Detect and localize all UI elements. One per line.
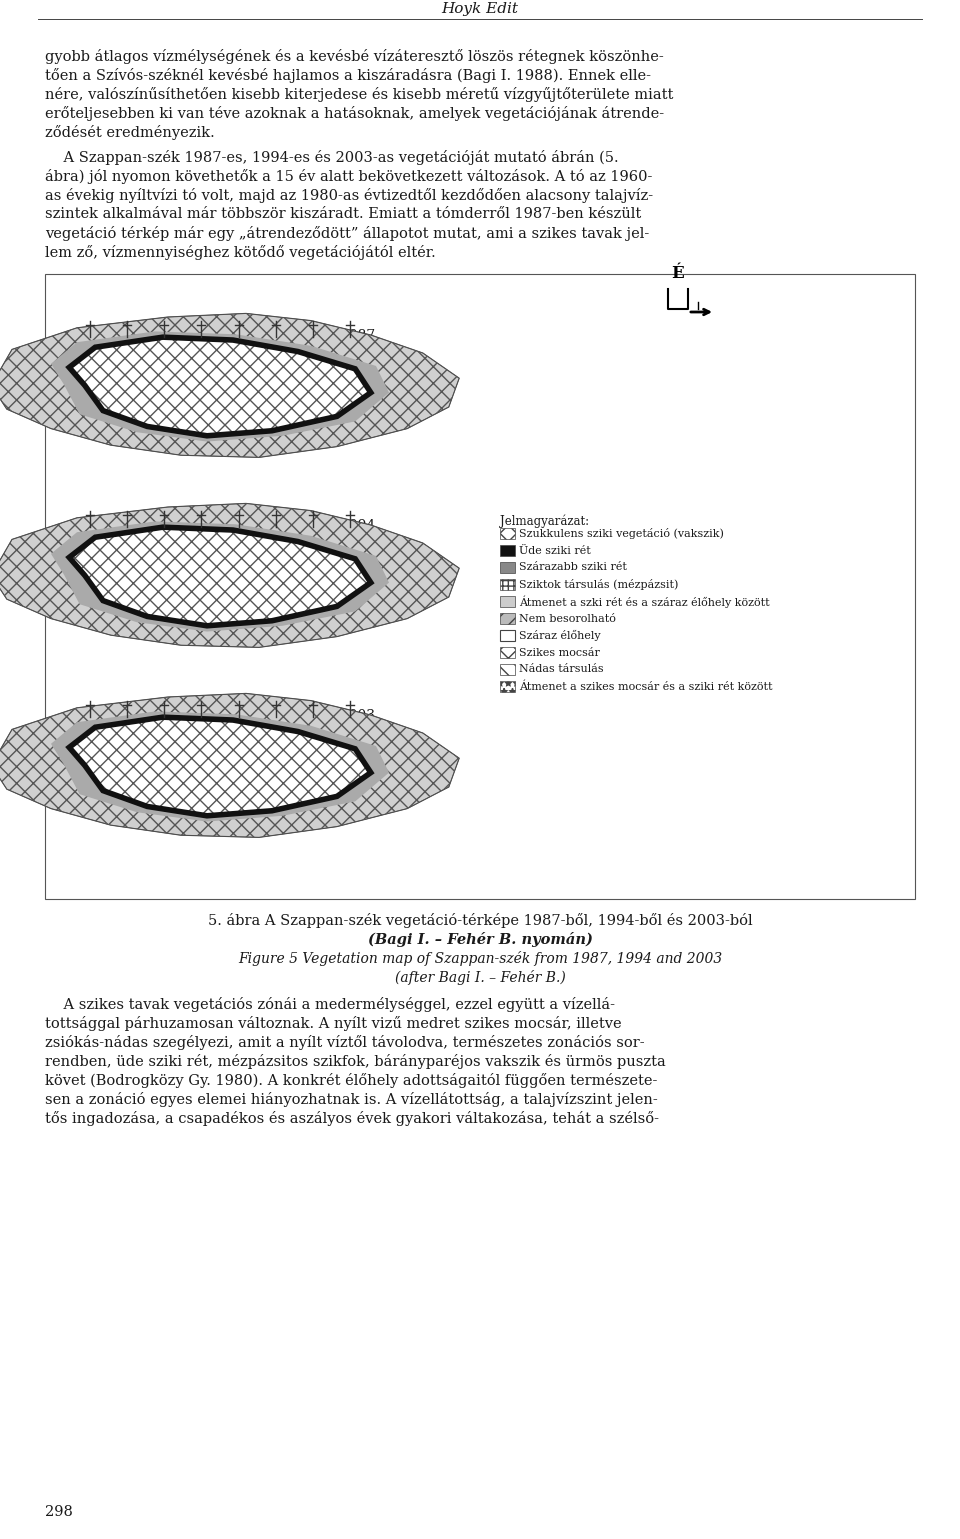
Text: Szukkulens sziki vegetáció (vakszik): Szukkulens sziki vegetáció (vakszik)	[519, 528, 724, 539]
Bar	[500, 562, 515, 573]
Polygon shape	[51, 711, 389, 822]
Polygon shape	[69, 528, 371, 626]
Bar	[500, 528, 515, 539]
Polygon shape	[51, 522, 389, 631]
Text: Figure 5 Vegetation map of Szappan-szék from 1987, 1994 and 2003: Figure 5 Vegetation map of Szappan-szék …	[238, 951, 722, 966]
Text: tően a Szívós-széknél kevésbé hajlamos a kiszáradásra (Bagi I. 1988). Ennek elle: tően a Szívós-széknél kevésbé hajlamos a…	[45, 68, 651, 83]
Bar	[500, 545, 515, 556]
Polygon shape	[69, 717, 371, 816]
Text: gyobb átlagos vízmélységének és a kevésbé vízáteresztő löszös rétegnek köszönhe-: gyobb átlagos vízmélységének és a kevésb…	[45, 49, 663, 65]
Text: tős ingadozása, a csapadékos és aszályos évek gyakori váltakozása, tehát a széls: tős ingadozása, a csapadékos és aszályos…	[45, 1111, 659, 1127]
Text: rendben, üde sziki rét, mézpázsitos szikfok, bárányparéjos vakszik és ürmös pusz: rendben, üde sziki rét, mézpázsitos szik…	[45, 1054, 665, 1070]
Text: Nádas társulás: Nádas társulás	[519, 665, 604, 674]
Text: Átmenet a szikes mocsár és a sziki rét között: Átmenet a szikes mocsár és a sziki rét k…	[519, 682, 773, 691]
Text: követ (Bodrogközy Gy. 1980). A konkrét élőhely adottságaitól függően természete-: követ (Bodrogközy Gy. 1980). A konkrét é…	[45, 1073, 658, 1088]
Text: vegetáció térkép már egy „átrendeződött” állapotot mutat, ami a szikes tavak je: vegetáció térkép már egy „átrendeződött…	[45, 226, 649, 242]
Polygon shape	[69, 528, 371, 626]
Text: sen a zonáció egyes elemei hiányozhatnak is. A vízellátottság, a talajvízszint j: sen a zonáció egyes elemei hiányozhatnak…	[45, 1093, 658, 1107]
Polygon shape	[69, 717, 371, 816]
Text: Átmenet a szki rét és a száraz élőhely között: Átmenet a szki rét és a száraz élőhely k…	[519, 596, 770, 608]
Text: ábra) jól nyomon követhetők a 15 év alatt bekövetkezett változások. A tó az 1960: ábra) jól nyomon követhetők a 15 év alat…	[45, 169, 653, 185]
Text: as évekig nyíltvízi tó volt, majd az 1980-as évtizedtől kezdődően alacsony talaj: as évekig nyíltvízi tó volt, majd az 198…	[45, 188, 653, 203]
Polygon shape	[0, 314, 459, 457]
Text: A Szappan-szék 1987-es, 1994-es és 2003-as vegetációját mutató ábrán (5.: A Szappan-szék 1987-es, 1994-es és 2003-…	[45, 149, 618, 165]
Polygon shape	[0, 694, 459, 837]
Bar	[500, 579, 515, 589]
Polygon shape	[51, 331, 389, 442]
Bar	[500, 680, 515, 693]
Text: Száraz élőhely: Száraz élőhely	[519, 629, 601, 642]
Bar	[500, 596, 515, 606]
Bar	[45, 274, 915, 899]
Text: 298: 298	[45, 1505, 73, 1519]
Text: zsiókás-nádas szegélyezi, amit a nyílt víztől távolodva, természetes zonációs so: zsiókás-nádas szegélyezi, amit a nyílt v…	[45, 1036, 644, 1050]
Text: Jelmagyarázat:: Jelmagyarázat:	[500, 514, 589, 528]
Bar	[500, 663, 515, 676]
Text: (after Bagi I. – Fehér B.): (after Bagi I. – Fehér B.)	[395, 970, 565, 985]
Text: tottsággal párhuzamosan változnak. A nyílt vizű medret szikes mocsár, illetve: tottsággal párhuzamosan változnak. A nyí…	[45, 1016, 622, 1031]
Polygon shape	[69, 337, 371, 436]
Text: erőteljesebben ki van téve azoknak a hatásoknak, amelyek vegetációjának átrende: erőteljesebben ki van téve azoknak a hat…	[45, 106, 664, 122]
Text: 2003.: 2003.	[340, 709, 379, 723]
Text: Szárazabb sziki rét: Szárazabb sziki rét	[519, 562, 627, 573]
Text: Szikes mocsár: Szikes mocsár	[519, 648, 600, 657]
Text: lem ző, vízmennyiséghez kötődő vegetációjától eltér.: lem ző, vízmennyiséghez kötődő vegetáci…	[45, 245, 436, 260]
Text: É: É	[672, 265, 684, 282]
Polygon shape	[69, 337, 371, 436]
Text: (Bagi I. – Fehér B. nyomán): (Bagi I. – Fehér B. nyomán)	[368, 933, 592, 946]
Text: 1994.: 1994.	[340, 519, 379, 532]
Text: Hoyk Edit: Hoyk Edit	[442, 2, 518, 15]
Polygon shape	[0, 503, 459, 648]
Bar	[500, 646, 515, 659]
Text: szintek alkalmával már többször kiszáradt. Emiatt a tómderről 1987-ben készült: szintek alkalmával már többször kiszárad…	[45, 208, 641, 222]
Text: Üde sziki rét: Üde sziki rét	[519, 545, 590, 556]
Text: 1987.: 1987.	[340, 329, 379, 343]
Text: Sziktok társulás (mézpázsit): Sziktok társulás (mézpázsit)	[519, 579, 679, 589]
Text: A szikes tavak vegetációs zónái a medermélységgel, ezzel együtt a vízellá-: A szikes tavak vegetációs zónái a meder…	[45, 997, 615, 1013]
Text: ződését eredményezik.: ződését eredményezik.	[45, 125, 215, 140]
Bar	[500, 613, 515, 623]
Bar	[500, 629, 515, 642]
Text: nére, valószínűsíthetően kisebb kiterjedese és kisebb méretű vízgyűjtőterülete m: nére, valószínűsíthetően kisebb kiterjed…	[45, 88, 673, 102]
Text: Nem besorolható: Nem besorolható	[519, 614, 616, 623]
Text: 5. ábra A Szappan-szék vegetáció-térképe 1987-ből, 1994-ből és 2003-ból: 5. ábra A Szappan-szék vegetáció-térkép…	[207, 913, 753, 928]
